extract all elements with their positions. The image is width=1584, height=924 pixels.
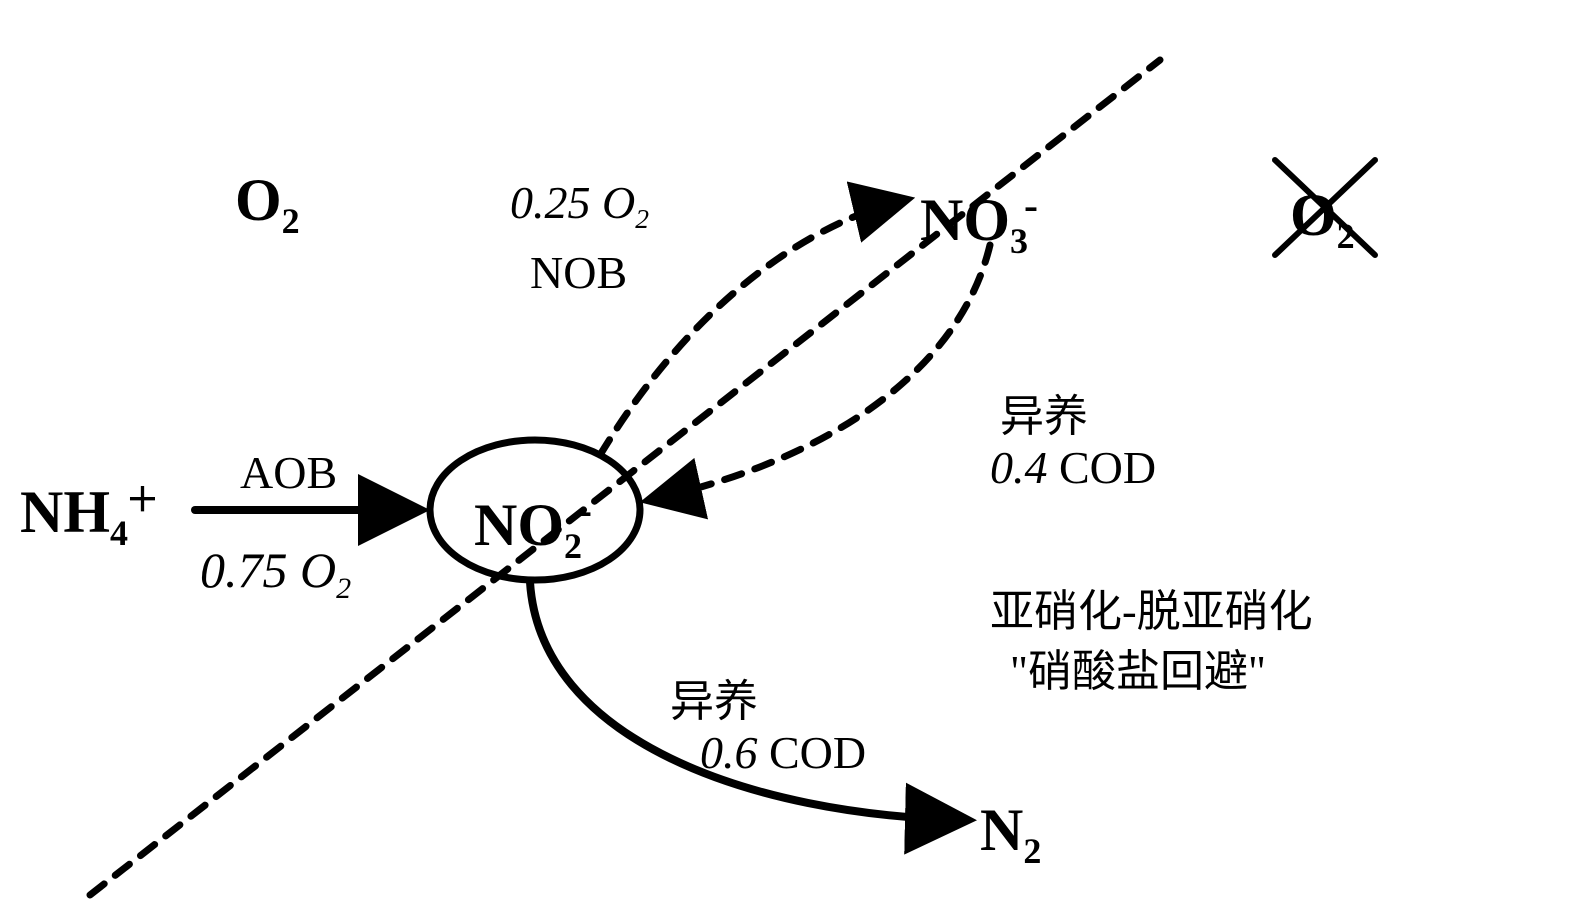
o2-025-sub: 2: [635, 203, 649, 234]
cod06-prefix: 0.6: [700, 727, 769, 778]
label-nh4: NH4＋: [20, 482, 159, 551]
edge-no2-to-no3: [600, 200, 905, 455]
caption-line2: "硝酸盐回避": [1010, 650, 1266, 694]
cod06-rest: COD: [769, 727, 866, 778]
nh4-sup: ＋: [126, 483, 159, 519]
label-06-cod: 0.6 COD: [700, 730, 866, 776]
nh4-text: NH: [20, 479, 110, 545]
o2-075-sub: 2: [336, 572, 351, 605]
o2-025-text: 0.25 O: [510, 177, 635, 228]
nob-text: NOB: [530, 247, 627, 298]
hetero-top-text: 异养: [1000, 392, 1088, 441]
o2-075-text: 0.75 O: [200, 542, 336, 598]
no2-sup: -: [578, 488, 592, 534]
caption2-text: "硝酸盐回避": [1010, 647, 1266, 696]
cod04-prefix: 0.4: [990, 442, 1059, 493]
label-nob: NOB: [530, 250, 627, 296]
no3-sup: -: [1024, 183, 1038, 229]
diagram-svg: [0, 0, 1584, 924]
label-04-cod: 0.4 COD: [990, 445, 1156, 491]
label-o2-crossed: O2: [1290, 185, 1355, 254]
label-no2: NO2-: [474, 490, 592, 564]
edge-no3-to-no2: [650, 245, 990, 500]
nh4-sub: 4: [110, 513, 128, 553]
caption-line1: 亚硝化-脱亚硝化: [990, 590, 1313, 634]
diagram-canvas: O2 O2 NH4＋ NO2- NO3- N2 AOB NOB 0.25 O2 …: [0, 0, 1584, 924]
label-025-o2: 0.25 O2: [510, 180, 649, 233]
label-hetero-bot: 异养: [670, 680, 758, 724]
n2-sub: 2: [1023, 831, 1041, 871]
aob-text: AOB: [240, 447, 337, 498]
no2-text: NO: [474, 492, 564, 558]
label-no3: NO3-: [920, 185, 1038, 259]
label-aob: AOB: [240, 450, 337, 496]
o2-crossed-sub: 2: [1337, 216, 1355, 256]
caption1-text: 亚硝化-脱亚硝化: [990, 587, 1313, 636]
no3-text: NO: [920, 187, 1010, 253]
cod04-rest: COD: [1059, 442, 1156, 493]
label-075-o2: 0.75 O2: [200, 545, 351, 604]
n2-text: N: [980, 797, 1023, 863]
o2-top-sub: 2: [282, 201, 300, 241]
hetero-bot-text: 异养: [670, 677, 758, 726]
label-hetero-top: 异养: [1000, 395, 1088, 439]
o2-top-text: O: [235, 167, 282, 233]
label-n2: N2: [980, 800, 1041, 869]
label-o2-top: O2: [235, 170, 300, 239]
o2-crossed-text: O: [1290, 182, 1337, 248]
